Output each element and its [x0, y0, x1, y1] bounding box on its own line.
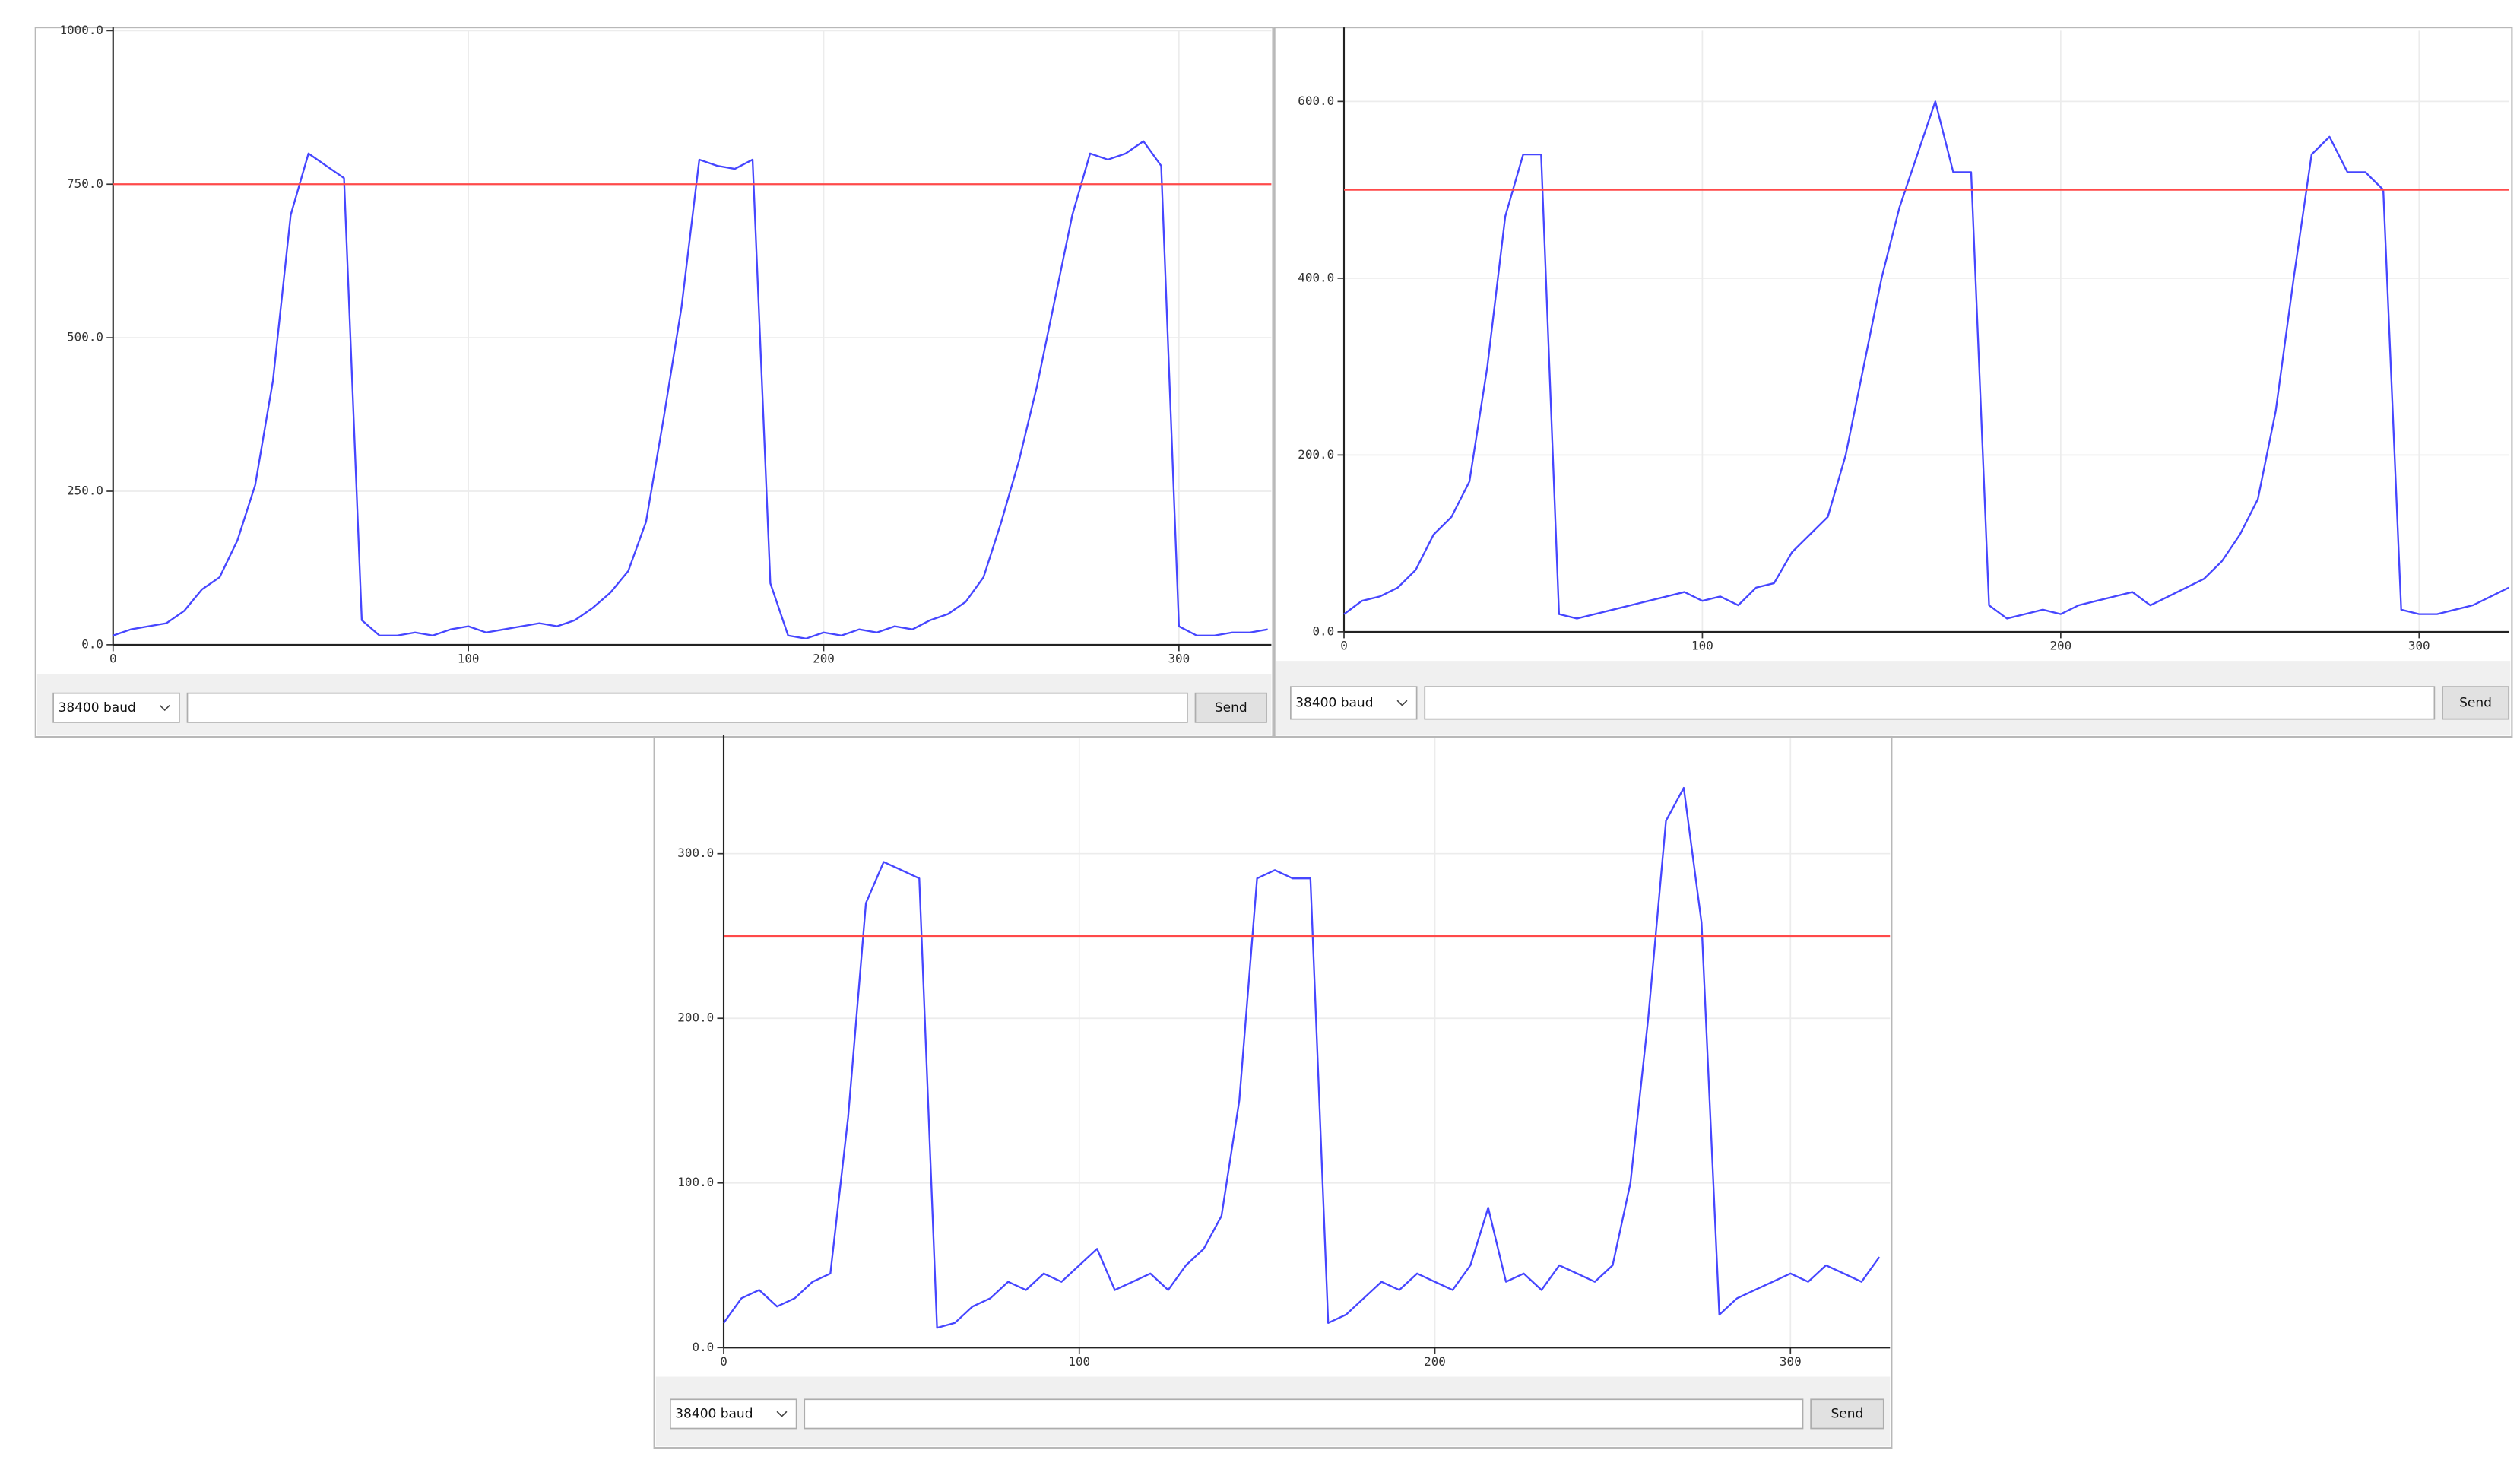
x-tick-label: 100	[1068, 1354, 1090, 1369]
series-line	[1343, 100, 2509, 620]
y-tick-label: 0.0	[81, 636, 103, 651]
baud-label: 38400 baud	[675, 1406, 753, 1421]
y-tick-label: 250.0	[67, 484, 103, 498]
baud-dropdown[interactable]	[670, 1398, 797, 1430]
send-button[interactable]	[1810, 1398, 1884, 1430]
baud-dropdown[interactable]	[1290, 686, 1418, 720]
series-line	[723, 786, 1881, 1329]
message-input[interactable]	[804, 1398, 1804, 1430]
y-tick-label: 400.0	[1298, 270, 1334, 284]
x-tick-label: 300	[2408, 639, 2430, 653]
y-tick-label: 200.0	[677, 1011, 714, 1025]
x-tick-label: 0	[720, 1354, 727, 1369]
y-tick-label: 300.0	[677, 846, 714, 860]
y-tick-label: 100.0	[677, 1175, 714, 1189]
baud-label: 38400 baud	[1295, 695, 1373, 710]
y-tick-label: 0.0	[1312, 624, 1334, 638]
send-label: Send	[1831, 1406, 1864, 1421]
message-input[interactable]	[1424, 686, 2436, 720]
send-label: Send	[2459, 695, 2492, 710]
x-tick-label: 0	[1340, 639, 1348, 653]
x-tick-label: 200	[813, 652, 835, 666]
y-tick-label: 0.0	[692, 1340, 714, 1354]
message-input[interactable]	[186, 692, 1188, 723]
y-tick-label: 500.0	[67, 330, 103, 344]
dropdown-arrow	[1396, 700, 1408, 706]
y-tick-label: 600.0	[1298, 94, 1334, 108]
send-label: Send	[1215, 700, 1247, 716]
x-tick-label: 100	[1691, 639, 1713, 653]
x-tick-label: 300	[1168, 652, 1190, 666]
baud-dropdown[interactable]	[52, 692, 180, 723]
plotter-window	[1273, 27, 2513, 738]
y-tick-label: 1000.0	[59, 23, 103, 37]
baud-label: 38400 baud	[59, 700, 136, 716]
plotter-window	[34, 27, 1274, 738]
x-tick-label: 200	[1424, 1354, 1446, 1369]
x-tick-label: 100	[458, 652, 480, 666]
dropdown-arrow	[776, 1411, 788, 1417]
x-tick-label: 0	[109, 652, 117, 666]
send-button[interactable]	[1194, 692, 1267, 723]
dropdown-arrow	[159, 704, 170, 712]
y-tick-label: 750.0	[67, 176, 103, 191]
x-tick-label: 300	[1780, 1354, 1802, 1369]
send-button[interactable]	[2442, 686, 2509, 720]
y-tick-label: 200.0	[1298, 447, 1334, 462]
series-line	[113, 140, 1268, 639]
x-tick-label: 200	[2049, 639, 2071, 653]
plotter-window	[653, 735, 1893, 1449]
